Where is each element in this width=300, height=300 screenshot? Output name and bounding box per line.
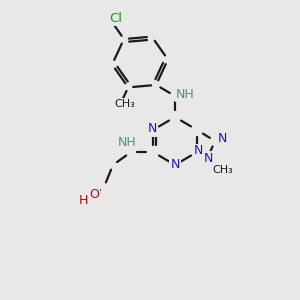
Text: NH: NH [176,88,194,100]
Text: N: N [170,158,180,172]
Text: N: N [217,133,227,146]
Text: H: H [78,194,88,208]
Text: N: N [193,145,203,158]
Text: Cl: Cl [109,12,122,25]
Text: NH: NH [118,136,136,149]
Text: CH₃: CH₃ [114,98,135,109]
Text: N: N [147,122,157,136]
Text: O: O [89,188,99,202]
Text: CH₃: CH₃ [213,165,233,175]
Text: N: N [203,152,213,164]
